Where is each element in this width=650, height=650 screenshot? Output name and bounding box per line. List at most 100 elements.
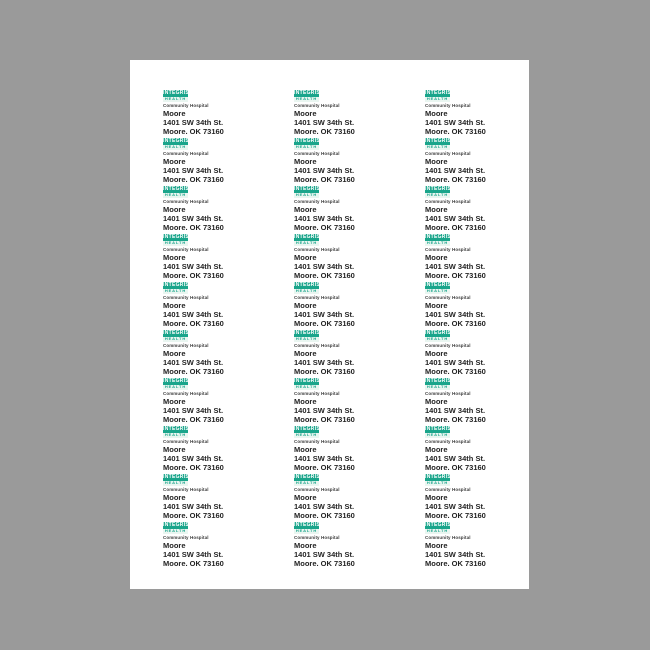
recipient-name: Moore [425,108,448,118]
city-state-zip: Moore, OK 73160 [425,126,486,135]
address-label: INTEGRIS HEALTH Community Hospital Moore… [294,422,425,470]
logo-subtitle: Community Hospital [163,534,209,540]
logo-primary-text: INTEGRIS [294,282,319,289]
logo-primary-text: INTEGRIS [294,378,319,385]
address-label: INTEGRIS HEALTH Community Hospital Moore… [294,182,425,230]
recipient-name: Moore [294,348,317,358]
logo-secondary-text: HEALTH [294,481,319,486]
address-label: INTEGRIS HEALTH Community Hospital Moore… [425,278,556,326]
recipient-name: Moore [163,300,186,310]
logo-secondary-text: HEALTH [294,385,319,390]
logo-primary-text: INTEGRIS [425,474,450,481]
logo-primary-text: INTEGRIS [294,186,319,193]
address-label: INTEGRIS HEALTH Community Hospital Moore… [294,374,425,422]
recipient-name: Moore [163,396,186,406]
address-label: INTEGRIS HEALTH Community Hospital Moore… [425,422,556,470]
street-address: 1401 SW 34th St. [294,405,355,415]
logo-subtitle: Community Hospital [163,198,209,204]
integris-health-logo: INTEGRIS HEALTH [163,138,188,150]
recipient-name: Moore [425,492,448,502]
recipient-name: Moore [294,540,317,550]
street-address: 1401 SW 34th St. [425,501,486,511]
street-address: 1401 SW 34th St. [294,213,355,223]
street-address: 1401 SW 34th St. [163,213,224,223]
recipient-name: Moore [425,156,448,166]
logo-secondary-text: HEALTH [425,145,450,150]
integris-health-logo: INTEGRIS HEALTH [163,234,188,246]
integris-health-logo: INTEGRIS HEALTH [294,138,319,150]
address-label: INTEGRIS HEALTH Community Hospital Moore… [294,470,425,518]
city-state-zip: Moore, OK 73160 [163,366,224,375]
logo-subtitle: Community Hospital [425,534,471,540]
integris-health-logo: INTEGRIS HEALTH [163,426,188,438]
city-state-zip: Moore, OK 73160 [163,126,224,135]
city-state-zip: Moore, OK 73160 [425,222,486,231]
integris-health-logo: INTEGRIS HEALTH [425,282,450,294]
city-state-zip: Moore, OK 73160 [163,174,224,183]
logo-subtitle: Community Hospital [425,438,471,444]
city-state-zip: Moore, OK 73160 [425,462,486,471]
address-label: INTEGRIS HEALTH Community Hospital Moore… [163,278,294,326]
logo-subtitle: Community Hospital [163,438,209,444]
logo-subtitle: Community Hospital [294,486,340,492]
street-address: 1401 SW 34th St. [294,309,355,319]
logo-secondary-text: HEALTH [425,289,450,294]
logo-subtitle: Community Hospital [163,390,209,396]
logo-secondary-text: HEALTH [163,337,188,342]
city-state-zip: Moore, OK 73160 [163,558,224,567]
address-label: INTEGRIS HEALTH Community Hospital Moore… [163,326,294,374]
logo-secondary-text: HEALTH [425,433,450,438]
city-state-zip: Moore, OK 73160 [163,414,224,423]
logo-subtitle: Community Hospital [163,102,209,108]
logo-secondary-text: HEALTH [425,481,450,486]
address-label: INTEGRIS HEALTH Community Hospital Moore… [425,230,556,278]
logo-subtitle: Community Hospital [425,342,471,348]
logo-subtitle: Community Hospital [425,390,471,396]
logo-subtitle: Community Hospital [163,150,209,156]
logo-secondary-text: HEALTH [294,337,319,342]
street-address: 1401 SW 34th St. [294,165,355,175]
logo-secondary-text: HEALTH [294,433,319,438]
logo-primary-text: INTEGRIS [163,522,188,529]
logo-primary-text: INTEGRIS [425,330,450,337]
street-address: 1401 SW 34th St. [294,261,355,271]
integris-health-logo: INTEGRIS HEALTH [425,474,450,486]
recipient-name: Moore [163,252,186,262]
logo-primary-text: INTEGRIS [163,378,188,385]
label-grid: INTEGRIS HEALTH Community Hospital Moore… [163,86,556,566]
logo-primary-text: INTEGRIS [294,138,319,145]
address-label: INTEGRIS HEALTH Community Hospital Moore… [294,86,425,134]
integris-health-logo: INTEGRIS HEALTH [294,186,319,198]
street-address: 1401 SW 34th St. [294,501,355,511]
street-address: 1401 SW 34th St. [163,165,224,175]
logo-subtitle: Community Hospital [294,246,340,252]
recipient-name: Moore [163,108,186,118]
city-state-zip: Moore, OK 73160 [294,510,355,519]
recipient-name: Moore [294,108,317,118]
logo-subtitle: Community Hospital [425,486,471,492]
recipient-name: Moore [163,348,186,358]
address-label: INTEGRIS HEALTH Community Hospital Moore… [163,134,294,182]
integris-health-logo: INTEGRIS HEALTH [425,186,450,198]
logo-secondary-text: HEALTH [294,193,319,198]
integris-health-logo: INTEGRIS HEALTH [294,378,319,390]
address-label: INTEGRIS HEALTH Community Hospital Moore… [425,326,556,374]
logo-primary-text: INTEGRIS [425,186,450,193]
city-state-zip: Moore, OK 73160 [163,270,224,279]
recipient-name: Moore [294,396,317,406]
logo-subtitle: Community Hospital [425,198,471,204]
logo-subtitle: Community Hospital [294,438,340,444]
street-address: 1401 SW 34th St. [163,453,224,463]
address-label: INTEGRIS HEALTH Community Hospital Moore… [425,518,556,566]
logo-primary-text: INTEGRIS [294,234,319,241]
recipient-name: Moore [425,204,448,214]
city-state-zip: Moore, OK 73160 [425,558,486,567]
logo-subtitle: Community Hospital [294,534,340,540]
logo-subtitle: Community Hospital [163,246,209,252]
address-label: INTEGRIS HEALTH Community Hospital Moore… [425,182,556,230]
integris-health-logo: INTEGRIS HEALTH [425,138,450,150]
city-state-zip: Moore, OK 73160 [425,174,486,183]
logo-subtitle: Community Hospital [294,198,340,204]
logo-primary-text: INTEGRIS [294,522,319,529]
logo-primary-text: INTEGRIS [425,138,450,145]
